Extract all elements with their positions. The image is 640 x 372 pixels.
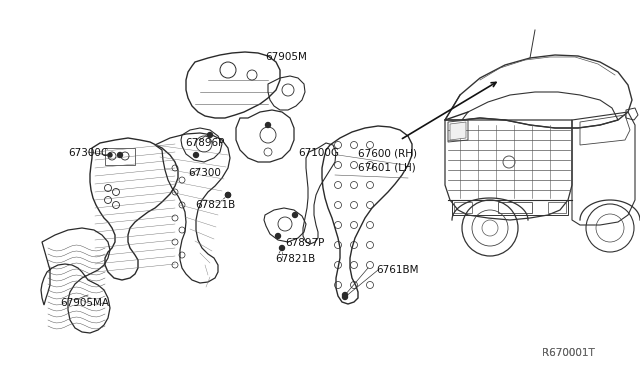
Circle shape bbox=[275, 234, 280, 238]
Text: 67896P: 67896P bbox=[185, 138, 225, 148]
Text: 67300C: 67300C bbox=[68, 148, 108, 158]
Circle shape bbox=[266, 122, 271, 128]
Text: 67821B: 67821B bbox=[275, 254, 316, 264]
Text: R670001T: R670001T bbox=[542, 348, 595, 358]
Circle shape bbox=[108, 153, 112, 157]
Circle shape bbox=[342, 295, 348, 299]
Text: 67100G: 67100G bbox=[298, 148, 339, 158]
Text: R670001T: R670001T bbox=[542, 348, 595, 358]
Text: 67300: 67300 bbox=[188, 168, 221, 178]
Text: 67821B: 67821B bbox=[195, 200, 236, 210]
Circle shape bbox=[193, 153, 198, 157]
Circle shape bbox=[207, 132, 212, 138]
Text: 67601 (LH): 67601 (LH) bbox=[358, 162, 416, 172]
Circle shape bbox=[225, 192, 230, 198]
Text: 67905MA: 67905MA bbox=[60, 298, 109, 308]
Circle shape bbox=[225, 192, 230, 198]
Polygon shape bbox=[450, 122, 466, 140]
Circle shape bbox=[342, 292, 348, 298]
Circle shape bbox=[292, 212, 298, 218]
Circle shape bbox=[118, 153, 122, 157]
Text: 67600 (RH): 67600 (RH) bbox=[358, 148, 417, 158]
Text: 6761BM: 6761BM bbox=[376, 265, 419, 275]
Circle shape bbox=[280, 246, 285, 250]
Text: 67905M: 67905M bbox=[265, 52, 307, 62]
Text: 67897P: 67897P bbox=[285, 238, 324, 248]
